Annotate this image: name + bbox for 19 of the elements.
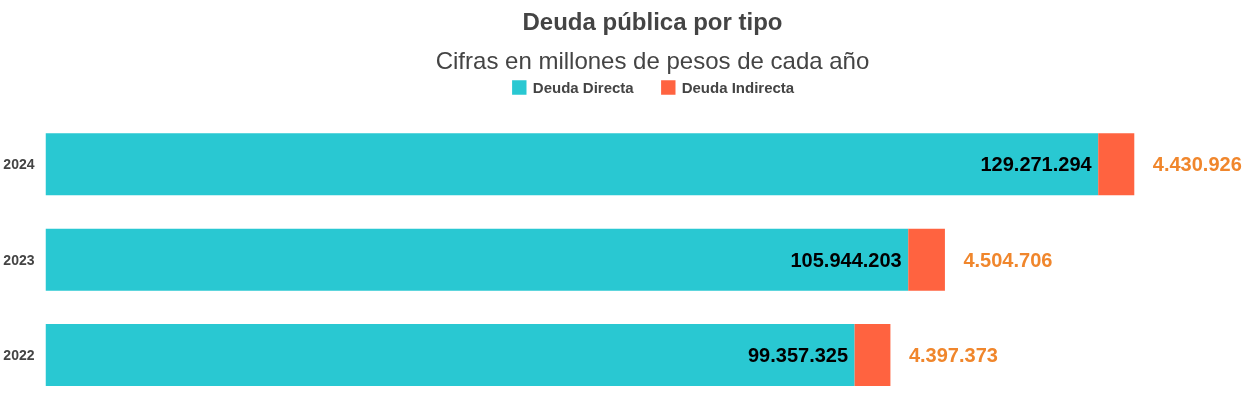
- y-tick-label: 2022: [3, 347, 35, 364]
- bar: [45, 324, 855, 387]
- bar: [45, 133, 1099, 196]
- data-label: 129.271.294: [980, 153, 1093, 176]
- bar: [45, 228, 909, 291]
- data-label: 4.504.706: [963, 248, 1053, 271]
- bar: [908, 228, 945, 291]
- legend-label: Deuda Directa: [532, 78, 634, 96]
- data-label: 4.397.373: [908, 344, 998, 367]
- data-label: 105.944.203: [790, 248, 902, 271]
- data-label: 4.430.926: [1152, 153, 1242, 176]
- chart-subtitle: Cifras en millones de pesos de cada año: [435, 46, 870, 74]
- data-label: 99.357.325: [747, 344, 849, 367]
- chart-title: Deuda pública por tipo: [522, 7, 783, 35]
- bar: [854, 324, 891, 387]
- bar: [1098, 133, 1135, 196]
- y-tick-label: 2024: [3, 156, 35, 173]
- y-tick-label: 2023: [3, 251, 35, 268]
- legend-label: Deuda Indirecta: [681, 78, 795, 96]
